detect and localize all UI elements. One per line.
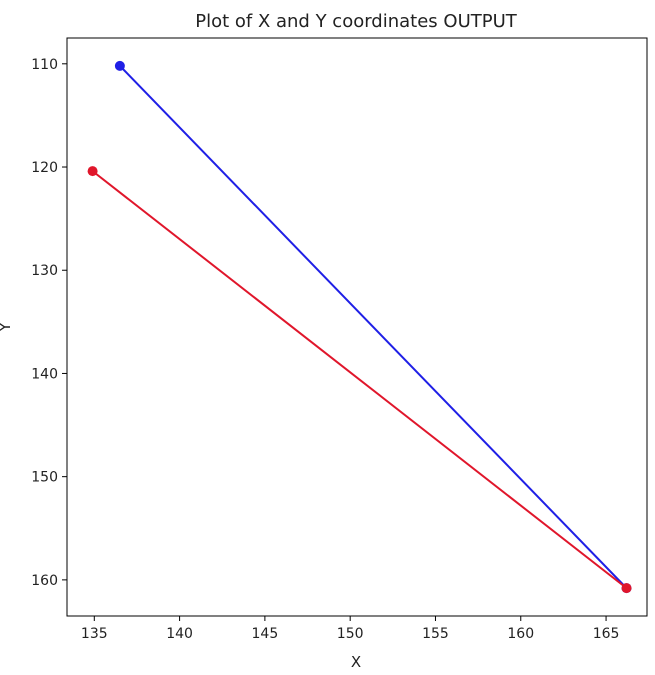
series-1-line [119,65,628,589]
series-2-point [87,166,98,177]
plot-area [87,60,632,594]
x-tick-label: 140 [166,626,193,642]
y-tick-label: 130 [31,263,58,279]
y-tick-label: 150 [31,470,58,486]
x-tick-label: 135 [81,626,108,642]
x-tick-label: 160 [507,626,534,642]
plot-frame [66,37,648,617]
y-tick-label: 160 [31,573,58,589]
series-2-line [91,170,628,589]
x-tick-label: 155 [422,626,449,642]
x-axis: 135 140 145 150 155 160 165 [81,616,619,642]
x-tick-label: 165 [593,626,620,642]
x-tick-label: 145 [252,626,279,642]
y-tick-label: 120 [31,160,58,176]
y-tick-label: 140 [31,366,58,382]
y-axis: 110 120 130 140 150 160 [31,57,67,589]
x-axis-label: X [351,653,361,671]
y-tick-label: 110 [31,57,58,73]
series-1-point [114,60,125,71]
y-axis-label: Y [0,322,14,333]
chart-title: Plot of X and Y coordinates OUTPUT [195,11,518,32]
series-2-point [621,583,632,594]
x-tick-label: 150 [337,626,364,642]
